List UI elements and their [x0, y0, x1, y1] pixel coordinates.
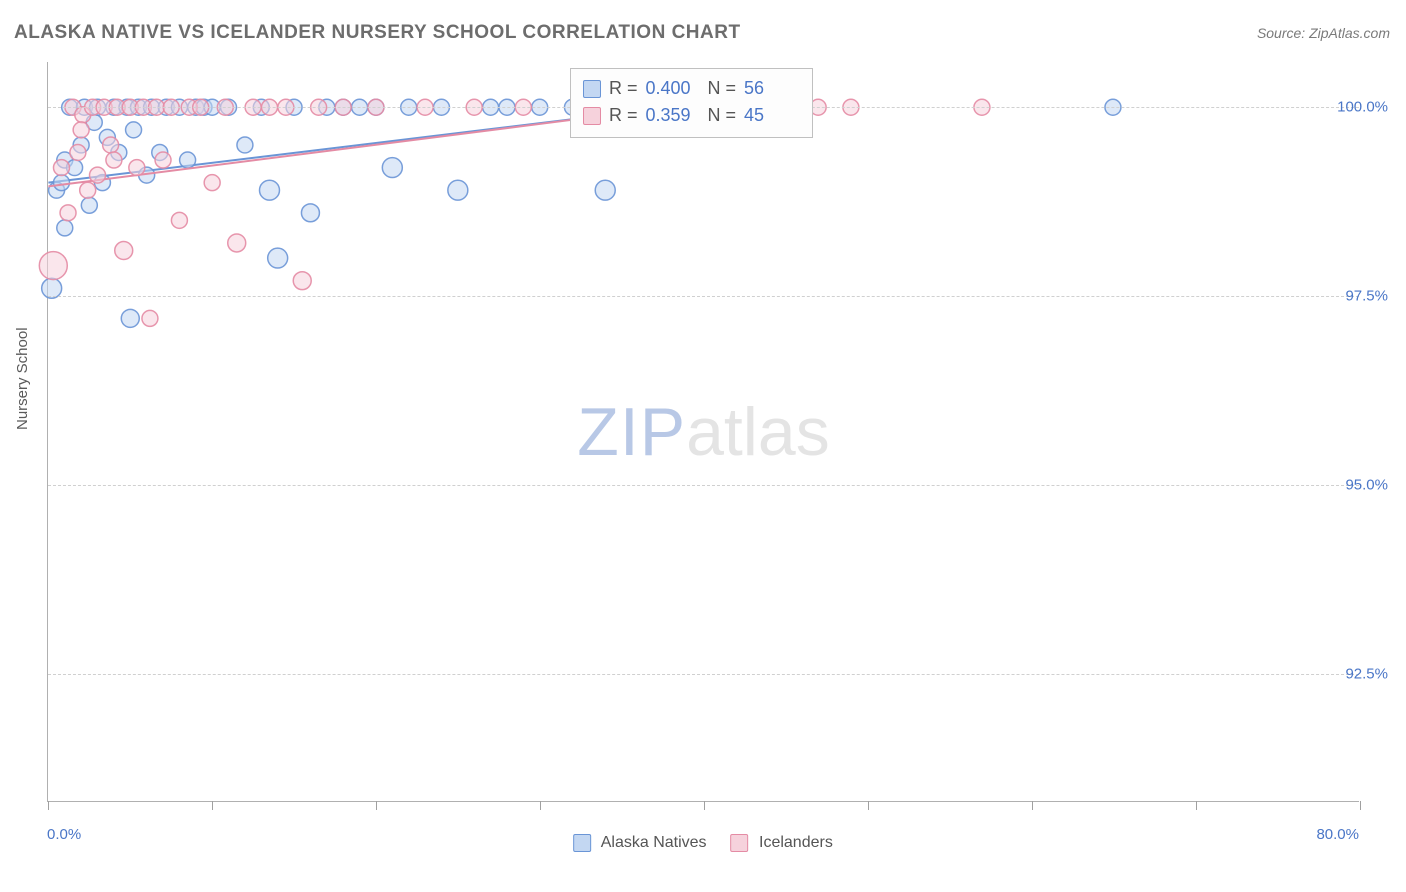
- y-axis-label: Nursery School: [14, 327, 31, 430]
- data-point: [382, 158, 402, 178]
- data-point: [53, 175, 69, 191]
- stats-r-value: 0.400: [646, 75, 700, 102]
- bottom-legend: Alaska Natives Icelanders: [573, 834, 833, 852]
- gridline-h: [48, 674, 1359, 675]
- chart-title: ALASKA NATIVE VS ICELANDER NURSERY SCHOO…: [14, 22, 741, 44]
- y-tick-label: 100.0%: [1337, 99, 1388, 116]
- data-point: [171, 212, 187, 228]
- y-tick-label: 97.5%: [1345, 288, 1388, 305]
- scatter-svg: [48, 62, 1359, 801]
- y-tick-label: 92.5%: [1345, 665, 1388, 682]
- stats-swatch-alaska: [583, 80, 601, 98]
- data-point: [180, 152, 196, 168]
- x-tick: [868, 801, 869, 810]
- legend-swatch-alaska: [573, 834, 591, 852]
- stats-legend-box: R = 0.400 N = 56 R = 0.359 N = 45: [570, 68, 813, 138]
- data-point: [595, 180, 615, 200]
- stats-n-label: N =: [708, 75, 737, 102]
- stats-row-icelanders: R = 0.359 N = 45: [583, 102, 798, 129]
- data-point: [53, 160, 69, 176]
- data-point: [115, 242, 133, 260]
- y-tick-label: 95.0%: [1345, 476, 1388, 493]
- data-point: [60, 205, 76, 221]
- source-attribution: Source: ZipAtlas.com: [1257, 25, 1390, 41]
- data-point: [155, 152, 171, 168]
- x-tick: [540, 801, 541, 810]
- x-tick: [376, 801, 377, 810]
- gridline-h: [48, 296, 1359, 297]
- stats-n-value: 56: [744, 75, 798, 102]
- data-point: [301, 204, 319, 222]
- data-point: [106, 152, 122, 168]
- data-point: [90, 167, 106, 183]
- data-point: [73, 122, 89, 138]
- x-tick-label: 0.0%: [47, 826, 81, 843]
- x-tick-label: 80.0%: [1316, 826, 1359, 843]
- x-tick: [1360, 801, 1361, 810]
- data-point: [121, 309, 139, 327]
- stats-swatch-icelanders: [583, 107, 601, 125]
- stats-n-value: 45: [744, 102, 798, 129]
- data-point: [39, 252, 67, 280]
- x-tick: [48, 801, 49, 810]
- data-point: [260, 180, 280, 200]
- data-point: [129, 160, 145, 176]
- data-point: [293, 272, 311, 290]
- stats-r-label: R =: [609, 102, 638, 129]
- legend-label-icelanders: Icelanders: [759, 834, 833, 851]
- data-point: [204, 175, 220, 191]
- legend-item-alaska: Alaska Natives: [573, 834, 706, 852]
- data-point: [142, 310, 158, 326]
- legend-label-alaska: Alaska Natives: [601, 834, 707, 851]
- data-point: [126, 122, 142, 138]
- data-point: [237, 137, 253, 153]
- data-point: [57, 220, 73, 236]
- x-tick: [704, 801, 705, 810]
- data-point: [448, 180, 468, 200]
- x-tick: [1032, 801, 1033, 810]
- data-point: [81, 197, 97, 213]
- data-point: [80, 182, 96, 198]
- data-point: [228, 234, 246, 252]
- x-tick: [1196, 801, 1197, 810]
- gridline-h: [48, 485, 1359, 486]
- stats-r-value: 0.359: [646, 102, 700, 129]
- legend-item-icelanders: Icelanders: [731, 834, 833, 852]
- chart-plot-area: ZIPatlas: [47, 62, 1359, 802]
- stats-r-label: R =: [609, 75, 638, 102]
- x-tick: [212, 801, 213, 810]
- legend-swatch-icelanders: [731, 834, 749, 852]
- data-point: [103, 137, 119, 153]
- data-point: [70, 145, 86, 161]
- stats-n-label: N =: [708, 102, 737, 129]
- data-point: [268, 248, 288, 268]
- stats-row-alaska: R = 0.400 N = 56: [583, 75, 798, 102]
